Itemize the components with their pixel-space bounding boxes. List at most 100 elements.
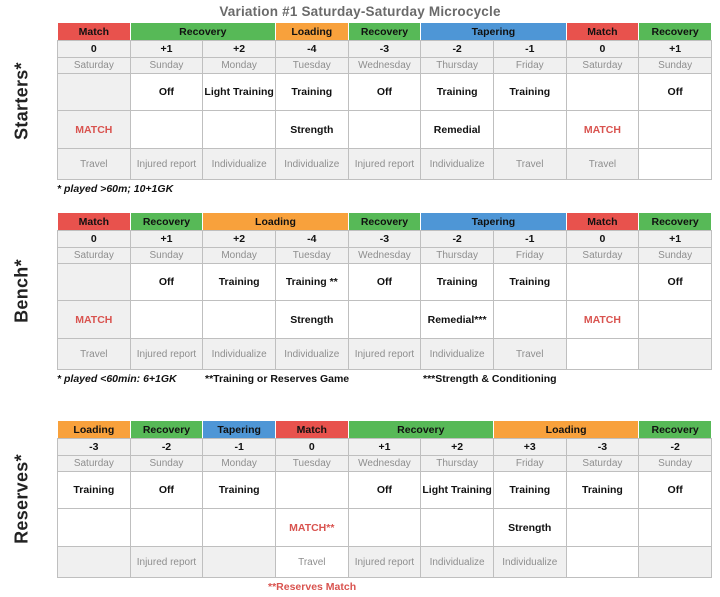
- starters-phase-recovery-6: Recovery: [638, 22, 712, 41]
- bench-table: Match Recovery Loading Recovery Tapering Matc…: [57, 212, 712, 370]
- reserves-training-c1: Off: [129, 471, 204, 509]
- starters-logistics-c5: Individualize: [420, 148, 494, 180]
- starters-table: Match Recovery Loading Recovery Tapering Matc…: [57, 22, 712, 180]
- reserves-offset-c8: -2: [638, 438, 712, 456]
- starters-phase-loading-2: Loading: [274, 22, 349, 41]
- bench-phase-recovery-6: Recovery: [638, 212, 712, 231]
- reserves-phase-loading-0: Loading: [57, 420, 131, 439]
- bench-offset-c1: +1: [129, 230, 204, 248]
- bench-training-c0: [57, 263, 131, 301]
- bench-logistics-c5: Individualize: [420, 338, 494, 370]
- page-title: Variation #1 Saturday-Saturday Microcycl…: [219, 4, 501, 19]
- starters-match-c7: MATCH: [565, 110, 640, 149]
- starters-footnote-0: * played >60m; 10+1GK: [57, 183, 174, 195]
- bench-phase-match-5: Match: [565, 212, 640, 231]
- starters-training-c3: Training: [274, 73, 349, 111]
- bench-logistics-c6: Travel: [492, 338, 567, 370]
- starters-logistics-c1: Injured report: [129, 148, 204, 180]
- reserves-logistics-c5: Individualize: [420, 546, 494, 578]
- reserves-phase-tapering-2: Tapering: [202, 420, 276, 439]
- starters-training-c6: Training: [492, 73, 567, 111]
- starters-logistics-c0: Travel: [57, 148, 131, 180]
- starters-offset-c3: -4: [274, 40, 349, 58]
- starters-match-c4: [347, 110, 422, 149]
- bench-side-label-text: Bench*: [11, 258, 32, 323]
- starters-logistics-c8: [638, 148, 712, 180]
- bench-match-c2: [202, 300, 276, 339]
- reserves-logistics-c1: Injured report: [129, 546, 204, 578]
- bench-logistics-c3: Individualize: [274, 338, 349, 370]
- reserves-offset-c3: 0: [274, 438, 349, 456]
- starters-day-c2: Monday: [202, 57, 276, 74]
- bench-offset-c3: -4: [274, 230, 349, 248]
- reserves-logistics-c4: Injured report: [347, 546, 422, 578]
- starters-day-c7: Saturday: [565, 57, 640, 74]
- reserves-phase-loading-5: Loading: [492, 420, 640, 439]
- starters-training-c2: Light Training: [202, 73, 276, 111]
- starters-day-c5: Thursday: [420, 57, 494, 74]
- starters-logistics-c3: Individualize: [274, 148, 349, 180]
- bench-training-c3: Training **: [274, 263, 349, 301]
- reserves-day-c3: Tuesday: [274, 455, 349, 472]
- starters-phase-tapering-4: Tapering: [420, 22, 567, 41]
- bench-offset-c8: +1: [638, 230, 712, 248]
- starters-match-c8: [638, 110, 712, 149]
- starters-day-c6: Friday: [492, 57, 567, 74]
- bench-match-c5: Remedial***: [420, 300, 494, 339]
- bench-day-c8: Sunday: [638, 247, 712, 264]
- starters-offset-c1: +1: [129, 40, 204, 58]
- bench-phase-match-0: Match: [57, 212, 131, 231]
- starters-logistics-c2: Individualize: [202, 148, 276, 180]
- starters-side-label: Starters*: [0, 22, 44, 179]
- starters-match-c6: [492, 110, 567, 149]
- starters-day-c1: Sunday: [129, 57, 204, 74]
- reserves-training-c4: Off: [347, 471, 422, 509]
- starters-phase-recovery-3: Recovery: [347, 22, 422, 41]
- bench-logistics-c4: Injured report: [347, 338, 422, 370]
- bench-offset-c2: +2: [202, 230, 276, 248]
- bench-logistics-c7: [565, 338, 640, 370]
- starters-match-c0: MATCH: [57, 110, 131, 149]
- bench-day-c4: Wednesday: [347, 247, 422, 264]
- reserves-training-c5: Light Training: [420, 471, 494, 509]
- reserves-match-c1: [129, 508, 204, 547]
- reserves-day-c1: Sunday: [129, 455, 204, 472]
- starters-offset-c7: 0: [565, 40, 640, 58]
- reserves-offset-c0: -3: [57, 438, 131, 456]
- starters-match-c2: [202, 110, 276, 149]
- starters-logistics-c7: Travel: [565, 148, 640, 180]
- bench-day-c6: Friday: [492, 247, 567, 264]
- bench-offset-c5: -2: [420, 230, 494, 248]
- bench-offset-c6: -1: [492, 230, 567, 248]
- starters-phase-match-5: Match: [565, 22, 640, 41]
- reserves-table: Loading Recovery Tapering Match Recovery Load…: [57, 420, 712, 578]
- reserves-day-c4: Wednesday: [347, 455, 422, 472]
- reserves-logistics-c6: Individualize: [492, 546, 567, 578]
- starters-day-c8: Sunday: [638, 57, 712, 74]
- reserves-logistics-c8: [638, 546, 712, 578]
- bench-footnote-1: **Training or Reserves Game: [205, 373, 350, 385]
- reserves-day-c0: Saturday: [57, 455, 131, 472]
- starters-match-c3: Strength: [274, 110, 349, 149]
- bench-match-c7: MATCH: [565, 300, 640, 339]
- starters-training-c4: Off: [347, 73, 422, 111]
- starters-offset-c4: -3: [347, 40, 422, 58]
- bench-training-c8: Off: [638, 263, 712, 301]
- starters-day-c0: Saturday: [57, 57, 131, 74]
- reserves-training-c0: Training: [57, 471, 131, 509]
- bench-phase-tapering-4: Tapering: [420, 212, 567, 231]
- reserves-side-label: Reserves*: [0, 420, 44, 577]
- starters-match-c5: Remedial: [420, 110, 494, 149]
- starters-training-c0: [57, 73, 131, 111]
- bench-phase-loading-2: Loading: [202, 212, 349, 231]
- bench-logistics-c8: [638, 338, 712, 370]
- bench-logistics-c0: Travel: [57, 338, 131, 370]
- reserves-training-c3: [274, 471, 349, 509]
- starters-offset-c0: 0: [57, 40, 131, 58]
- bench-day-c5: Thursday: [420, 247, 494, 264]
- reserves-offset-c7: -3: [565, 438, 640, 456]
- reserves-match-c5: [420, 508, 494, 547]
- starters-training-c8: Off: [638, 73, 712, 111]
- reserves-offset-c6: +3: [492, 438, 567, 456]
- starters-day-c4: Wednesday: [347, 57, 422, 74]
